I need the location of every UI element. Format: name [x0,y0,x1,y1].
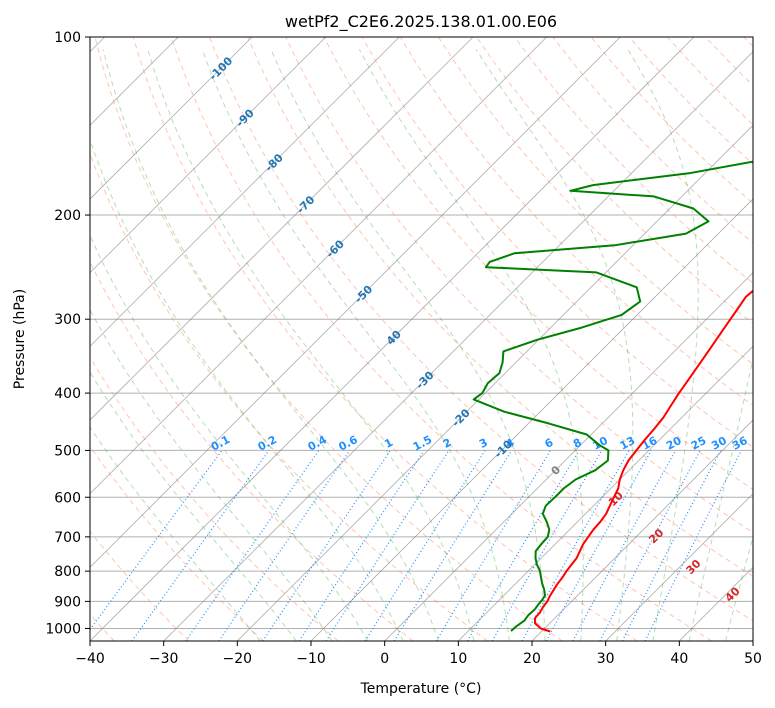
mixing-ratio-label: 20 [664,434,684,453]
isotherm-line [90,37,400,347]
moist-adiabat-line [358,49,584,641]
mixing-ratio-line [298,450,425,641]
moist-adiabat-line [90,234,369,641]
moist-adiabat-line [90,371,297,641]
mixing-ratio-line [185,450,320,641]
x-tick-label: −10 [296,651,326,667]
isotherm-line [90,37,621,568]
x-tick-label: 30 [597,651,615,667]
y-axis: 100 200 300 400 500 600 700 800 900 1000 [45,30,90,637]
mixing-ratio-line [572,450,677,641]
mixing-ratio-line [364,450,486,641]
dry-adiabat-line [170,37,712,641]
mixing-ratio-line [435,450,552,641]
mixing-ratio-line [262,450,391,641]
x-tick-label: 40 [670,651,688,667]
y-tick-label: 200 [54,208,81,224]
mixing-ratio-line [393,450,513,641]
x-tick-label: −40 [75,651,105,667]
dry-adiabat-line [514,37,753,284]
y-tick-label: 1000 [45,621,81,637]
x-tick-label: 20 [523,651,541,667]
moist-adiabat-line [270,49,546,641]
mixing-ratio-line [218,450,351,641]
x-tick-label: −20 [223,651,253,667]
isotherm-line [531,419,753,641]
dry-adiabat-line [209,37,753,622]
moist-adiabat-line [147,49,475,641]
isotherm-line [90,37,547,495]
moist-adiabat-line [627,49,699,641]
y-tick-label: 900 [54,594,81,610]
y-tick-label: 700 [54,530,81,546]
x-axis: −40 −30 −20 −10 0 10 20 30 40 50 [75,641,762,667]
isotherm-line [163,51,753,641]
y-tick-label: 800 [54,564,81,580]
dry-adiabat-line [285,37,753,534]
y-tick-label: 100 [54,30,81,46]
y-tick-label: 500 [54,443,81,459]
dry-adiabat-line [399,37,753,407]
isotherm-line [90,37,253,200]
x-tick-label: 0 [380,651,389,667]
temperature-profile-line [534,289,753,633]
moist-adiabat-line [201,49,510,641]
moist-adiabat-line [102,49,439,641]
x-tick-label: 10 [449,651,467,667]
moist-adiabat-lines [90,49,753,641]
mixing-ratio-line [131,450,270,641]
mixing-ratio-lines [90,450,743,641]
mixing-ratio-line [521,450,630,641]
horizontal-gridlines [90,37,753,629]
dry-adiabat-line [90,152,488,641]
moist-adiabat-line [688,355,753,641]
moist-adiabat-line [90,138,404,641]
mixing-ratio-line [599,450,701,641]
plot-frame [89,36,754,642]
dry-adiabat-line [94,37,563,641]
dry-adiabat-line [90,260,414,641]
mixing-ratio-label: 13 [618,434,638,453]
moist-adiabat-line [90,426,261,641]
dewpoint-profile-line [472,96,753,632]
y-tick-label: 400 [54,386,81,402]
isotherm-line [90,37,326,274]
mixing-ratio-label: 30 [709,434,729,453]
y-tick-label: 600 [54,490,81,506]
chart-title: wetPf2_C2E6.2025.138.01.00.E06 [285,12,557,32]
isotherm-line [90,37,695,641]
plot-area [90,37,753,641]
mixing-ratio-line [90,450,223,631]
mixing-ratio-line [325,450,450,641]
dry-adiabat-line [90,445,264,641]
isotherm-line [605,493,753,641]
mixing-ratio-label: 36 [730,434,750,453]
dry-adiabat-line [90,356,339,641]
isotherm-line [384,272,753,641]
mixing-ratio-label: 25 [689,434,709,453]
dry-adiabat-line [132,37,638,641]
dry-adiabat-lines [90,37,753,641]
y-axis-label: Pressure (hPa) [12,289,28,389]
dry-adiabat-line [247,37,753,577]
x-tick-label: 50 [744,651,762,667]
isotherm-line [458,345,753,641]
moist-adiabat-line [475,49,634,641]
isotherm-line [90,37,474,421]
x-axis-label: Temperature (°C) [360,681,482,697]
dry-adiabat-line [90,530,190,641]
isotherm-line [752,640,753,641]
y-tick-label: 300 [54,312,81,328]
sounding-profiles [472,96,753,633]
mixing-ratio-line [644,450,743,641]
isotherm-line [310,198,753,641]
mixing-ratio-line [621,450,722,641]
x-tick-label: −30 [149,651,179,667]
